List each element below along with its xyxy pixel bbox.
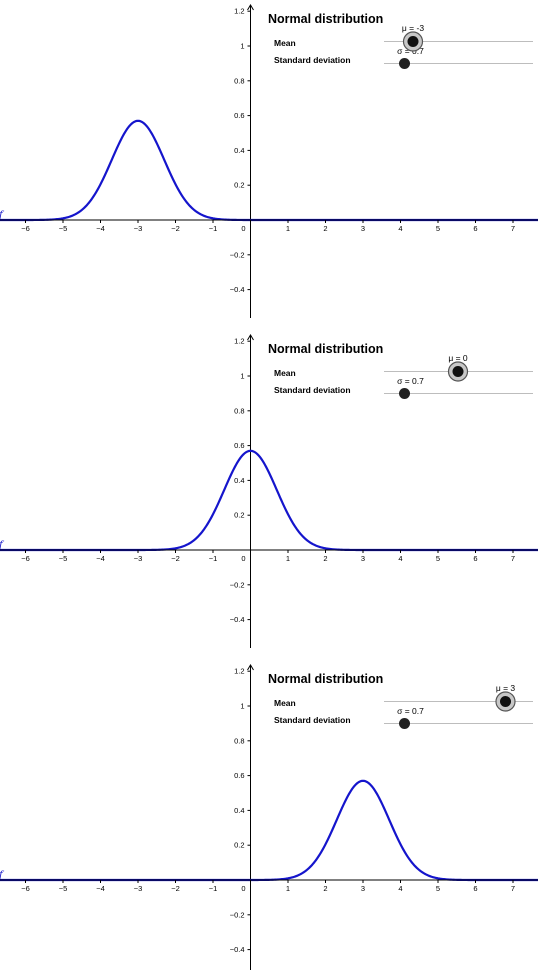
density-curve bbox=[0, 119, 538, 222]
y-tick-label: 0.2 bbox=[234, 181, 244, 190]
mean-slider-knob[interactable] bbox=[407, 36, 419, 47]
y-tick-label: 0.4 bbox=[234, 476, 244, 485]
x-tick-label: 5 bbox=[436, 224, 440, 233]
x-tick-label: −6 bbox=[21, 554, 30, 563]
y-tick-label: −0.2 bbox=[230, 580, 245, 589]
y-tick-label: 0.6 bbox=[234, 441, 244, 450]
x-tick-label: −5 bbox=[59, 554, 68, 563]
x-tick-label: 1 bbox=[286, 884, 290, 893]
sd-value-label: σ = 0.7 bbox=[397, 706, 424, 716]
y-tick-label: 0.4 bbox=[234, 146, 244, 155]
y-tick-label: 1 bbox=[240, 42, 244, 51]
x-tick-label: 5 bbox=[436, 884, 440, 893]
mean-value-label: μ = 0 bbox=[448, 353, 468, 363]
x-tick-label: −2 bbox=[171, 554, 180, 563]
sd-slider-knob[interactable] bbox=[399, 58, 410, 69]
x-tick-label: −4 bbox=[96, 554, 105, 563]
mean-slider-knob[interactable] bbox=[452, 366, 464, 377]
x-tick-label: −3 bbox=[134, 554, 143, 563]
chart-panel-3: −0.4 −0.2 0.2 0.4 0.6 0.8 1 1.2 −6 −5 −4 −3 −2 −1 0 1 2 3… bbox=[0, 664, 538, 970]
x-tick-label: −4 bbox=[96, 224, 105, 233]
mean-slider-label: Mean bbox=[274, 38, 296, 48]
x-tick-label: −6 bbox=[21, 884, 30, 893]
x-tick-label: 4 bbox=[398, 224, 402, 233]
y-tick-label: 0.2 bbox=[234, 511, 244, 520]
y-tick-label: 0.8 bbox=[234, 736, 244, 745]
x-tick-label: 4 bbox=[398, 554, 402, 563]
y-tick-label: −0.4 bbox=[230, 945, 245, 954]
y-tick-label: 0.8 bbox=[234, 76, 244, 85]
x-tick-label: 1 bbox=[286, 554, 290, 563]
x-tick-label: 7 bbox=[511, 224, 515, 233]
y-axis-arrow bbox=[247, 334, 254, 341]
mean-slider-label: Mean bbox=[274, 698, 296, 708]
x-tick-label: −1 bbox=[209, 554, 218, 563]
y-tick-label: 0.6 bbox=[234, 771, 244, 780]
x-tick-label: 2 bbox=[323, 554, 327, 563]
mean-slider-label: Mean bbox=[274, 368, 296, 378]
chart-title: Normal distribution bbox=[268, 342, 383, 356]
x-tick-label: 1 bbox=[286, 224, 290, 233]
sd-slider-label: Standard deviation bbox=[274, 385, 351, 395]
y-tick-label: −0.4 bbox=[230, 285, 245, 294]
x-tick-label: 0 bbox=[241, 224, 245, 233]
x-tick-label: −3 bbox=[134, 884, 143, 893]
y-tick-label: −0.2 bbox=[230, 910, 245, 919]
x-tick-label: 3 bbox=[361, 554, 365, 563]
function-label: f bbox=[0, 870, 5, 881]
x-tick-label: 3 bbox=[361, 224, 365, 233]
chart-title: Normal distribution bbox=[268, 12, 383, 26]
x-tick-label: −3 bbox=[134, 224, 143, 233]
x-tick-label: 2 bbox=[323, 224, 327, 233]
chart-panel-1: −0.4 −0.2 0.2 0.4 0.6 0.8 1 1.2 −6 −5 −4 −3 −2 −1 0 1 2 3… bbox=[0, 4, 538, 318]
x-tick-label: 6 bbox=[473, 224, 477, 233]
x-tick-label: 7 bbox=[511, 884, 515, 893]
x-tick-label: −2 bbox=[171, 884, 180, 893]
x-tick-label: −1 bbox=[209, 884, 218, 893]
y-tick-label: −0.2 bbox=[230, 250, 245, 259]
sd-slider-label: Standard deviation bbox=[274, 55, 351, 65]
sd-slider-label: Standard deviation bbox=[274, 715, 351, 725]
y-tick-label: 0.2 bbox=[234, 841, 244, 850]
y-axis-arrow bbox=[247, 4, 254, 11]
x-tick-label: −6 bbox=[21, 224, 30, 233]
chart-panel-2: −0.4 −0.2 0.2 0.4 0.6 0.8 1 1.2 −6 −5 −4 −3 −2 −1 0 1 2 3… bbox=[0, 334, 538, 648]
x-tick-label: 7 bbox=[511, 554, 515, 563]
density-curve bbox=[0, 779, 538, 882]
y-tick-label: 0.6 bbox=[234, 111, 244, 120]
mean-value-label: μ = 3 bbox=[496, 683, 516, 693]
sd-slider-knob[interactable] bbox=[399, 388, 410, 399]
mean-value-label: μ = -3 bbox=[402, 23, 424, 33]
x-tick-label: 6 bbox=[473, 884, 477, 893]
y-tick-label: 0.4 bbox=[234, 806, 244, 815]
y-tick-label: 1 bbox=[240, 372, 244, 381]
x-tick-label: −5 bbox=[59, 224, 68, 233]
y-tick-label: 1 bbox=[240, 702, 244, 711]
x-tick-label: −5 bbox=[59, 884, 68, 893]
density-curve bbox=[0, 449, 538, 552]
x-tick-label: 5 bbox=[436, 554, 440, 563]
y-tick-label: 0.8 bbox=[234, 406, 244, 415]
y-tick-label: 1.2 bbox=[234, 337, 244, 346]
x-tick-label: 0 bbox=[241, 884, 245, 893]
x-tick-label: 0 bbox=[241, 554, 245, 563]
x-tick-label: −4 bbox=[96, 884, 105, 893]
function-label: f bbox=[0, 540, 5, 551]
x-tick-label: −2 bbox=[171, 224, 180, 233]
sd-value-label: σ = 0.7 bbox=[397, 376, 424, 386]
x-tick-label: 6 bbox=[473, 554, 477, 563]
y-tick-label: 1.2 bbox=[234, 7, 244, 16]
function-label: f bbox=[0, 210, 5, 221]
x-tick-label: −1 bbox=[209, 224, 218, 233]
mean-slider-knob[interactable] bbox=[500, 696, 511, 707]
x-tick-label: 3 bbox=[361, 884, 365, 893]
y-tick-label: −0.4 bbox=[230, 615, 245, 624]
sd-slider-knob[interactable] bbox=[399, 718, 410, 729]
y-tick-label: 1.2 bbox=[234, 667, 244, 676]
y-axis-arrow bbox=[247, 664, 254, 671]
chart-title: Normal distribution bbox=[268, 672, 383, 686]
x-tick-label: 4 bbox=[398, 884, 402, 893]
x-tick-label: 2 bbox=[323, 884, 327, 893]
